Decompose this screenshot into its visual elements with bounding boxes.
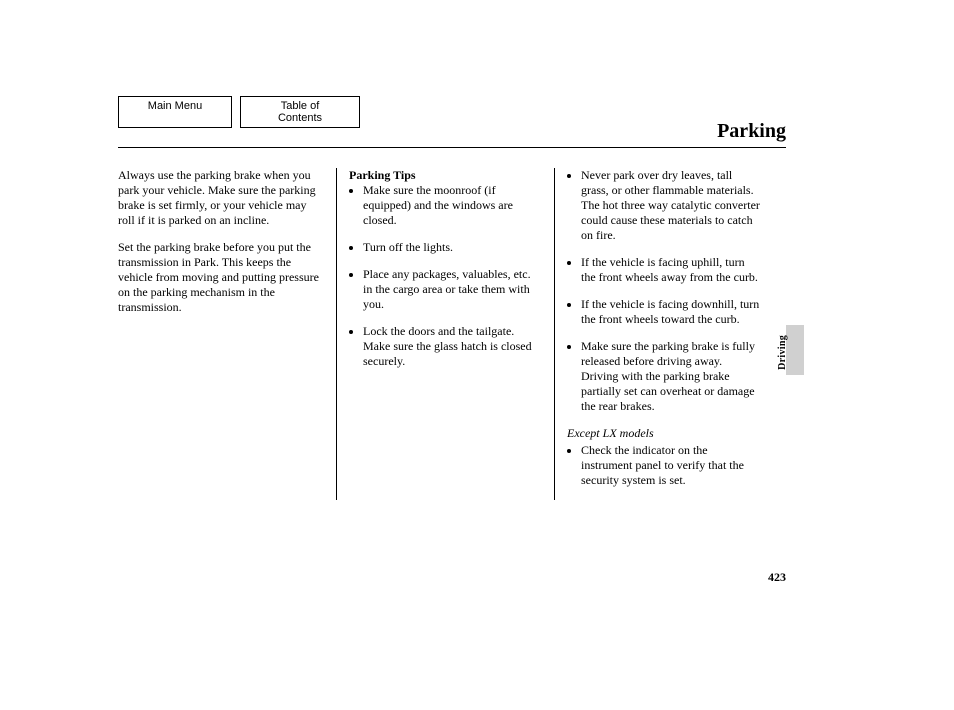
header-rule (118, 147, 786, 148)
tip-item: Lock the doors and the tailgate. Make su… (363, 324, 542, 369)
document-page: Main Menu Table of Contents Parking Alwa… (0, 0, 954, 710)
parking-tips-list: Make sure the moonroof (if equipped) and… (353, 183, 542, 369)
column-2: Parking Tips Make sure the moonroof (if … (336, 168, 554, 500)
tip-item: If the vehicle is facing uphill, turn th… (581, 255, 760, 285)
content-columns: Always use the parking brake when you pa… (118, 168, 786, 500)
parking-tips-list-continued: Never park over dry leaves, tall grass, … (571, 168, 760, 414)
tip-item: Turn off the lights. (363, 240, 542, 255)
section-label: Driving (777, 335, 788, 370)
tip-item: Place any packages, valuables, etc. in t… (363, 267, 542, 312)
page-header: Parking (118, 120, 786, 143)
except-models-label: Except LX models (567, 426, 760, 441)
tip-item: Never park over dry leaves, tall grass, … (581, 168, 760, 243)
tip-item: Check the indicator on the instrument pa… (581, 443, 760, 488)
tip-item: If the vehicle is facing downhill, turn … (581, 297, 760, 327)
tip-item: Make sure the parking brake is fully rel… (581, 339, 760, 414)
intro-paragraph-2: Set the parking brake before you put the… (118, 240, 324, 315)
column-1: Always use the parking brake when you pa… (118, 168, 336, 500)
page-number: 423 (768, 570, 786, 585)
intro-paragraph-1: Always use the parking brake when you pa… (118, 168, 324, 228)
tip-item: Make sure the moonroof (if equipped) and… (363, 183, 542, 228)
column-3: Never park over dry leaves, tall grass, … (554, 168, 772, 500)
except-tips-list: Check the indicator on the instrument pa… (571, 443, 760, 488)
section-tab (786, 325, 804, 375)
page-title: Parking (118, 120, 786, 143)
parking-tips-heading: Parking Tips (349, 168, 542, 183)
